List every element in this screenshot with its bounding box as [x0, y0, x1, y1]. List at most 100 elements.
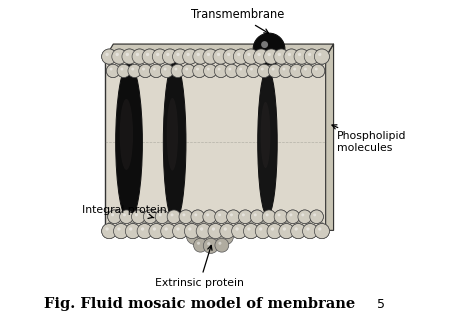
Ellipse shape — [261, 102, 270, 168]
Circle shape — [141, 227, 144, 231]
Circle shape — [306, 227, 310, 231]
Circle shape — [207, 242, 210, 246]
Circle shape — [230, 213, 233, 216]
Circle shape — [290, 213, 292, 216]
Circle shape — [156, 53, 159, 56]
Circle shape — [237, 53, 240, 56]
Circle shape — [200, 226, 204, 230]
Circle shape — [250, 68, 253, 70]
Circle shape — [129, 227, 132, 231]
Circle shape — [274, 210, 288, 223]
Circle shape — [171, 213, 173, 216]
Circle shape — [120, 68, 123, 70]
Circle shape — [261, 68, 264, 70]
Circle shape — [293, 68, 296, 70]
Circle shape — [284, 49, 299, 64]
Circle shape — [155, 210, 169, 223]
Circle shape — [254, 213, 257, 216]
Circle shape — [174, 68, 177, 70]
Circle shape — [301, 64, 314, 77]
Circle shape — [267, 223, 282, 239]
Text: Phospholipid
molecules: Phospholipid molecules — [332, 125, 406, 153]
Text: 5: 5 — [377, 298, 385, 311]
Circle shape — [173, 49, 188, 64]
Circle shape — [203, 210, 217, 223]
Circle shape — [223, 49, 238, 64]
Circle shape — [142, 49, 157, 64]
Circle shape — [279, 64, 292, 77]
Circle shape — [239, 68, 242, 70]
Circle shape — [111, 213, 114, 216]
Circle shape — [160, 64, 173, 77]
Circle shape — [111, 213, 114, 216]
Circle shape — [197, 53, 200, 56]
Circle shape — [286, 210, 300, 223]
Circle shape — [271, 227, 274, 231]
Circle shape — [101, 49, 117, 64]
Circle shape — [197, 242, 200, 245]
Circle shape — [113, 223, 128, 239]
Circle shape — [176, 53, 180, 56]
Circle shape — [126, 53, 129, 56]
Circle shape — [101, 223, 117, 239]
Circle shape — [294, 49, 309, 64]
Circle shape — [166, 53, 170, 56]
Circle shape — [123, 213, 126, 216]
Circle shape — [314, 223, 329, 239]
Circle shape — [318, 53, 321, 56]
Circle shape — [294, 49, 309, 64]
Circle shape — [274, 210, 288, 223]
Circle shape — [184, 223, 200, 239]
Circle shape — [203, 49, 218, 64]
Circle shape — [232, 223, 247, 239]
Circle shape — [196, 68, 199, 70]
Circle shape — [122, 49, 137, 64]
Circle shape — [254, 213, 257, 216]
Circle shape — [173, 223, 188, 239]
Circle shape — [228, 68, 231, 70]
Text: Extrinsic protein: Extrinsic protein — [155, 246, 244, 288]
Circle shape — [214, 64, 228, 77]
Circle shape — [257, 64, 271, 77]
Circle shape — [193, 49, 208, 64]
Circle shape — [236, 64, 249, 77]
Circle shape — [105, 227, 109, 231]
Circle shape — [176, 227, 180, 231]
Circle shape — [265, 213, 269, 216]
Circle shape — [108, 210, 121, 223]
Circle shape — [301, 64, 314, 77]
Circle shape — [259, 227, 263, 231]
Circle shape — [267, 223, 282, 239]
Circle shape — [123, 213, 126, 216]
Circle shape — [272, 68, 274, 70]
Circle shape — [233, 49, 248, 64]
Circle shape — [318, 227, 321, 231]
Circle shape — [153, 227, 156, 231]
Circle shape — [293, 68, 296, 70]
Circle shape — [186, 227, 204, 245]
Circle shape — [207, 68, 210, 70]
Circle shape — [147, 213, 150, 216]
Circle shape — [101, 49, 117, 64]
Circle shape — [203, 49, 218, 64]
Circle shape — [193, 64, 206, 77]
Circle shape — [176, 227, 180, 231]
Circle shape — [302, 223, 318, 239]
Circle shape — [142, 68, 145, 70]
Circle shape — [228, 68, 231, 70]
Circle shape — [191, 210, 204, 223]
Circle shape — [284, 49, 299, 64]
Circle shape — [203, 210, 217, 223]
Circle shape — [220, 223, 235, 239]
Circle shape — [131, 210, 145, 223]
Circle shape — [311, 64, 325, 77]
Circle shape — [218, 213, 221, 216]
Circle shape — [113, 223, 128, 239]
Circle shape — [132, 49, 147, 64]
Circle shape — [191, 210, 204, 223]
Circle shape — [131, 210, 145, 223]
Circle shape — [314, 49, 329, 64]
Circle shape — [314, 223, 329, 239]
Circle shape — [182, 213, 185, 216]
Circle shape — [179, 210, 192, 223]
